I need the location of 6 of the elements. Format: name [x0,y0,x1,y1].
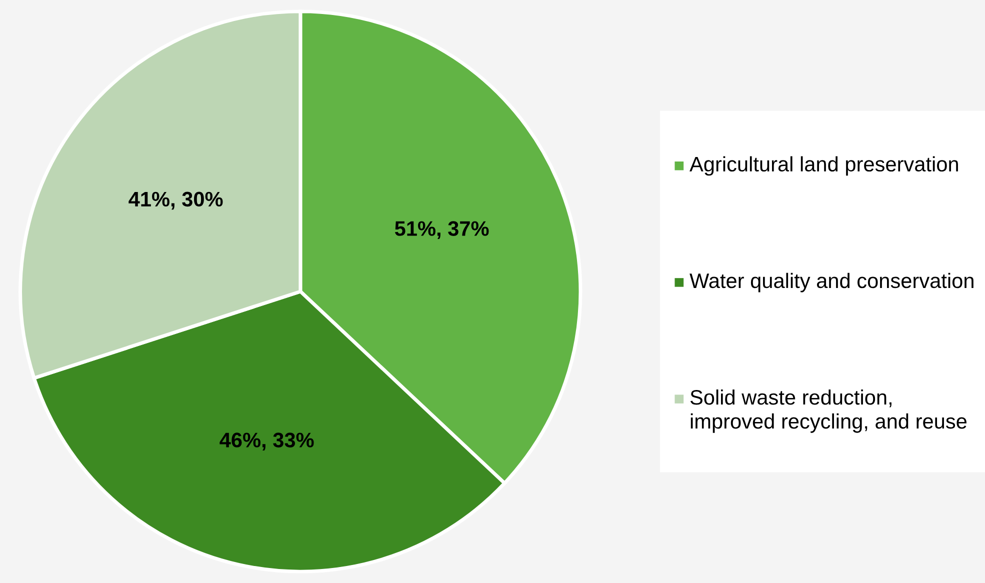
legend-label: Solid waste reduction, improved recycling, and reuse [690,389,966,433]
data-label: 51%, 37% [394,221,489,239]
data-label: 41%, 30% [128,192,223,210]
legend-label: Agricultural land preservation [690,156,958,176]
legend-label: Water quality and conservation [690,272,974,292]
data-label: 46%, 33% [220,432,314,450]
